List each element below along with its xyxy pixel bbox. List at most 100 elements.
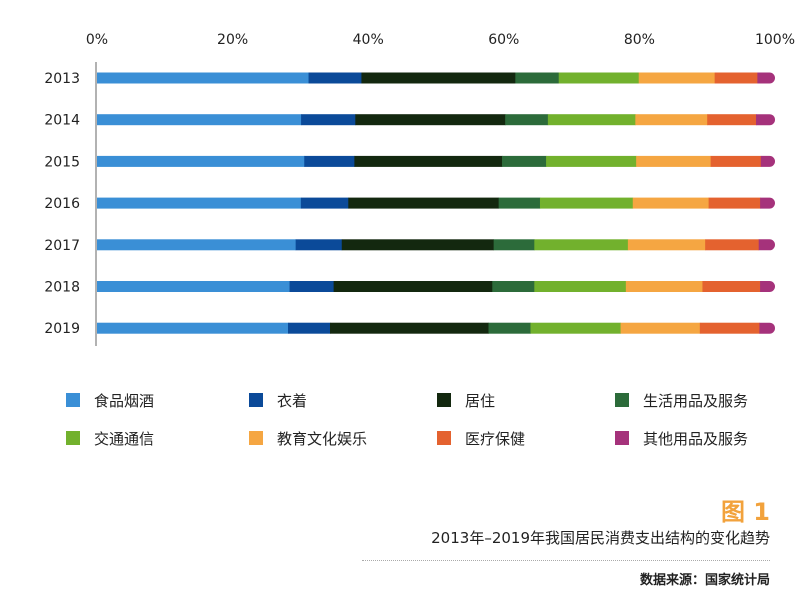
legend-swatch <box>615 393 629 407</box>
bar-segment <box>361 72 516 84</box>
data-source: 数据来源：国家统计局 <box>639 573 770 588</box>
bar-segment <box>354 155 503 167</box>
bar-segment <box>534 281 627 292</box>
bar-segment <box>547 114 636 126</box>
bar-segment <box>300 197 349 209</box>
y-category-label: 2019 <box>44 321 80 337</box>
legend-label: 教育文化娱乐 <box>277 429 368 448</box>
bar-segment <box>620 322 701 334</box>
bar-segment <box>97 155 305 167</box>
bar-segment <box>632 197 710 209</box>
bar-segment <box>759 322 775 334</box>
legend-swatch <box>66 393 80 407</box>
legend-item: 交通通信 <box>66 428 249 448</box>
legend-label: 交通通信 <box>94 429 155 448</box>
legend-swatch <box>615 431 629 445</box>
x-tick-label: 60% <box>488 32 519 48</box>
x-tick-label: 80% <box>624 32 655 48</box>
bar-segment <box>530 322 621 334</box>
bar-segment <box>348 197 500 209</box>
bar-segment <box>760 197 775 209</box>
bar-segment <box>308 72 362 84</box>
bar-segment <box>288 322 331 334</box>
y-category-label: 2017 <box>44 238 80 254</box>
figure-number: 图 1 <box>720 498 770 526</box>
legend-swatch <box>66 431 80 445</box>
y-category-label: 2015 <box>44 154 80 170</box>
bar-segment <box>534 239 629 251</box>
bar-segment <box>714 72 758 84</box>
legend-item: 居住 <box>437 390 615 410</box>
legend-swatch <box>249 431 263 445</box>
stacked-bar-chart: 0% 20% 40% 60% 80% 100% 201320142015201620172… <box>44 32 795 346</box>
bars <box>97 72 775 334</box>
bar-segment <box>498 197 541 209</box>
x-tick-label: 100% <box>755 32 795 48</box>
legend-label: 食品烟酒 <box>94 391 155 410</box>
bar-segment <box>492 281 535 292</box>
bar-segment <box>625 281 703 292</box>
bar-segment <box>757 72 775 84</box>
bar-segment <box>636 155 712 167</box>
legend-label: 衣着 <box>277 391 308 410</box>
bar-segment <box>289 281 335 292</box>
legend-label: 居住 <box>465 391 496 410</box>
bar-segment <box>355 114 506 126</box>
y-category-label: 2018 <box>44 280 80 296</box>
chart-title: 2013年–2019年我国居民消费支出结构的变化趋势 <box>431 529 770 547</box>
bar-segment <box>502 155 547 167</box>
legend-swatch <box>249 393 263 407</box>
bar-segment <box>333 281 493 292</box>
bar-segment <box>97 239 297 251</box>
bar-segment <box>758 239 775 251</box>
legend-row: 交通通信 教育文化娱乐 医疗保健 其他用品及服务 <box>66 428 786 448</box>
legend-item: 食品烟酒 <box>66 390 249 410</box>
legend-row: 食品烟酒 衣着 居住 生活用品及服务 <box>66 390 786 410</box>
bar-segment <box>97 114 302 126</box>
bar-segment <box>505 114 549 126</box>
bar-segment <box>635 114 708 126</box>
legend-label: 生活用品及服务 <box>643 391 749 410</box>
legend-item: 教育文化娱乐 <box>249 428 437 448</box>
bar-segment <box>295 239 343 251</box>
bar-segment <box>341 239 495 251</box>
bar-segment <box>638 72 716 84</box>
bar-segment <box>705 239 760 251</box>
bar-segment <box>515 72 560 84</box>
legend-swatch <box>437 431 451 445</box>
bar-segment <box>97 72 309 84</box>
bar-segment <box>97 322 289 334</box>
bar-segment <box>301 114 356 126</box>
bar-segment <box>627 239 706 251</box>
legend-item: 衣着 <box>249 390 437 410</box>
title-divider <box>362 560 770 561</box>
x-tick-label: 20% <box>217 32 248 48</box>
y-category-label: 2014 <box>44 113 80 129</box>
x-axis-ticks: 0% 20% 40% 60% 80% 100% <box>86 32 795 48</box>
y-axis-labels: 2013 2014 2015 2016 2017 2018 2019 <box>44 71 80 337</box>
bar-segment <box>97 281 290 292</box>
bar-segment <box>760 281 775 292</box>
bar-segment <box>546 155 637 167</box>
legend: 食品烟酒 衣着 居住 生活用品及服务 交通通信 教育文化娱乐 医疗保健 其他用品及服务 <box>66 390 786 466</box>
legend-item: 生活用品及服务 <box>615 390 786 410</box>
bar-segment <box>708 197 761 209</box>
bar-segment <box>329 322 489 334</box>
bar-segment <box>558 72 640 84</box>
legend-item: 医疗保健 <box>437 428 615 448</box>
legend-item: 其他用品及服务 <box>615 428 786 448</box>
bar-segment <box>304 155 355 167</box>
legend-label: 医疗保健 <box>465 429 526 448</box>
bar-segment <box>707 114 757 126</box>
bar-segment <box>488 322 531 334</box>
x-tick-label: 40% <box>353 32 384 48</box>
bar-segment <box>699 322 760 334</box>
y-category-label: 2016 <box>44 196 80 212</box>
bar-segment <box>756 114 775 126</box>
bar-segment <box>493 239 535 251</box>
bar-segment <box>702 281 761 292</box>
legend-label: 其他用品及服务 <box>643 429 749 448</box>
bar-segment <box>760 155 775 167</box>
bar-segment <box>710 155 762 167</box>
x-tick-label: 0% <box>86 32 108 48</box>
